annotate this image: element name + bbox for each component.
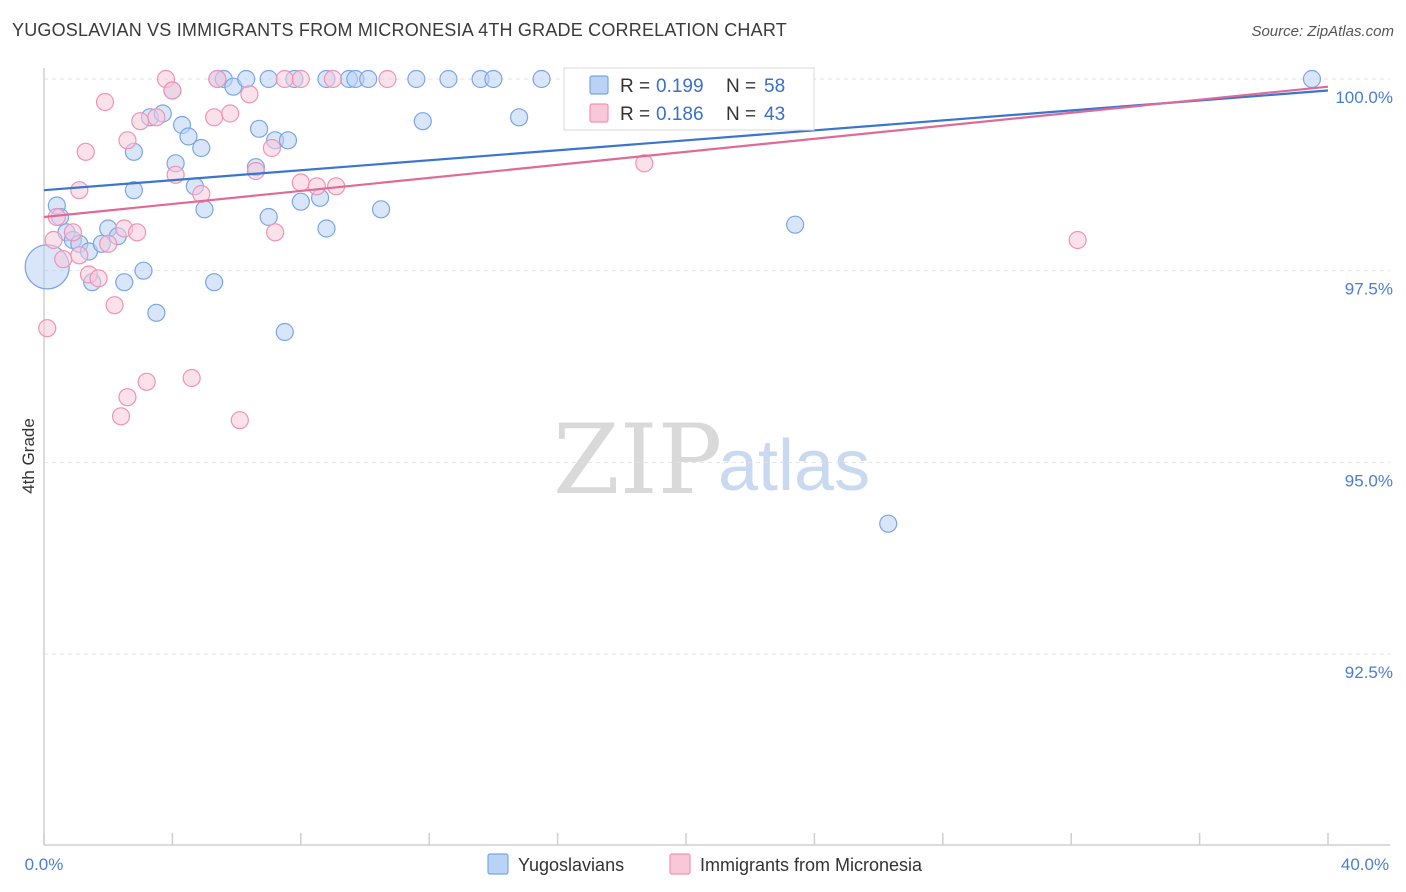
y-tick-label: 100.0% [1335, 88, 1393, 107]
legend-n-value: 58 [764, 76, 785, 97]
point-micronesia [147, 108, 166, 127]
point-micronesia [221, 104, 240, 123]
bottom-legend-swatch-micronesia [669, 853, 691, 875]
series-legend: Yugoslavians Immigrants from Micronesia [487, 853, 923, 875]
legend-r-value: 0.199 [656, 76, 704, 97]
point-yugoslavians [195, 200, 214, 219]
point-yugoslavians [179, 127, 198, 146]
point-micronesia [208, 69, 227, 89]
x-tick-label-max: 40.0% [1341, 855, 1389, 874]
point-micronesia [95, 92, 115, 112]
point-yugoslavians [259, 207, 278, 227]
x-axis-ticks [43, 833, 1329, 845]
point-micronesia [76, 142, 95, 161]
point-micronesia [323, 69, 342, 89]
point-yugoslavians [205, 273, 224, 292]
point-micronesia [192, 184, 211, 204]
legend-n-label: N = [726, 76, 756, 97]
point-yugoslavians [439, 69, 458, 89]
legend-r-label: R = [620, 76, 650, 97]
point-yugoslavians [1302, 69, 1322, 89]
point-yugoslavians [134, 261, 153, 280]
trend-line-micronesia [43, 85, 1329, 219]
point-micronesia [240, 85, 259, 104]
point-yugoslavians [407, 69, 426, 89]
point-micronesia [54, 250, 73, 269]
point-yugoslavians [291, 192, 310, 211]
point-micronesia [246, 161, 265, 181]
point-micronesia [262, 138, 282, 158]
point-micronesia [1068, 230, 1087, 250]
bottom-legend-label-micronesia: Immigrants from Micronesia [700, 855, 923, 875]
point-yugoslavians [237, 69, 256, 89]
correlation-legend: R = 0.199 N = 58 R = 0.186 N = 43 [563, 67, 815, 131]
point-yugoslavians [249, 119, 269, 138]
bottom-legend-label-yugoslavians: Yugoslavians [518, 855, 624, 875]
point-yugoslavians [275, 322, 294, 342]
gridlines [44, 78, 1390, 655]
point-micronesia [307, 177, 326, 196]
point-micronesia [118, 131, 137, 150]
point-micronesia [131, 112, 150, 131]
point-yugoslavians [413, 112, 432, 131]
point-micronesia [205, 108, 224, 127]
point-yugoslavians [484, 69, 503, 89]
legend-swatch-yugoslavians [589, 75, 609, 95]
y-tick-label: 97.5% [1345, 280, 1393, 299]
legend-r-label: R = [620, 104, 650, 125]
point-micronesia [44, 230, 63, 250]
point-yugoslavians [278, 131, 298, 150]
trend-line-yugoslavians [43, 89, 1329, 192]
legend-swatch-micronesia [589, 103, 609, 123]
point-micronesia [291, 69, 310, 89]
point-yugoslavians [124, 181, 143, 200]
point-yugoslavians [359, 69, 378, 89]
point-yugoslavians [147, 303, 166, 322]
point-micronesia [105, 296, 124, 315]
point-micronesia [63, 223, 82, 242]
legend-n-label: N = [726, 104, 756, 125]
point-yugoslavians [509, 108, 529, 127]
point-micronesia [378, 69, 397, 89]
point-micronesia [127, 223, 147, 242]
point-micronesia [182, 368, 201, 388]
watermark-atlas: atlas [718, 426, 870, 506]
point-micronesia [38, 319, 57, 338]
point-micronesia [111, 407, 131, 426]
y-tick-label: 92.5% [1345, 663, 1393, 682]
point-yugoslavians [786, 215, 805, 234]
point-micronesia [70, 181, 89, 200]
point-micronesia [291, 173, 310, 192]
point-yugoslavians [879, 514, 898, 533]
legend-n-value: 43 [764, 104, 785, 125]
bottom-legend-swatch-yugoslavians [487, 853, 509, 875]
y-axis-label: 4th Grade [19, 418, 38, 494]
point-yugoslavians [192, 138, 211, 158]
point-micronesia [99, 234, 118, 253]
point-micronesia [635, 154, 654, 173]
point-yugoslavians [115, 273, 134, 292]
point-yugoslavians [371, 200, 391, 219]
point-micronesia [275, 69, 294, 89]
watermark-zip: ZIP [553, 404, 722, 516]
point-yugoslavians [317, 219, 336, 238]
point-yugoslavians [532, 69, 551, 89]
point-micronesia [163, 81, 182, 100]
y-tick-label: 95.0% [1345, 471, 1393, 490]
point-micronesia [137, 372, 156, 391]
x-tick-label-min: 0.0% [25, 855, 64, 874]
point-micronesia [70, 246, 89, 265]
point-micronesia [230, 411, 249, 430]
point-yugoslavians [259, 69, 278, 89]
y-tick-labels: 92.5% 95.0% 97.5% 100.0% [1335, 88, 1393, 682]
legend-r-value: 0.186 [656, 104, 704, 125]
chart-title: YUGOSLAVIAN VS IMMIGRANTS FROM MICRONESI… [12, 20, 787, 40]
point-micronesia [89, 269, 108, 288]
series-micronesia [38, 69, 1087, 430]
point-micronesia [118, 388, 137, 407]
point-micronesia [266, 223, 285, 242]
source-credit: Source: ZipAtlas.com [1251, 23, 1394, 40]
